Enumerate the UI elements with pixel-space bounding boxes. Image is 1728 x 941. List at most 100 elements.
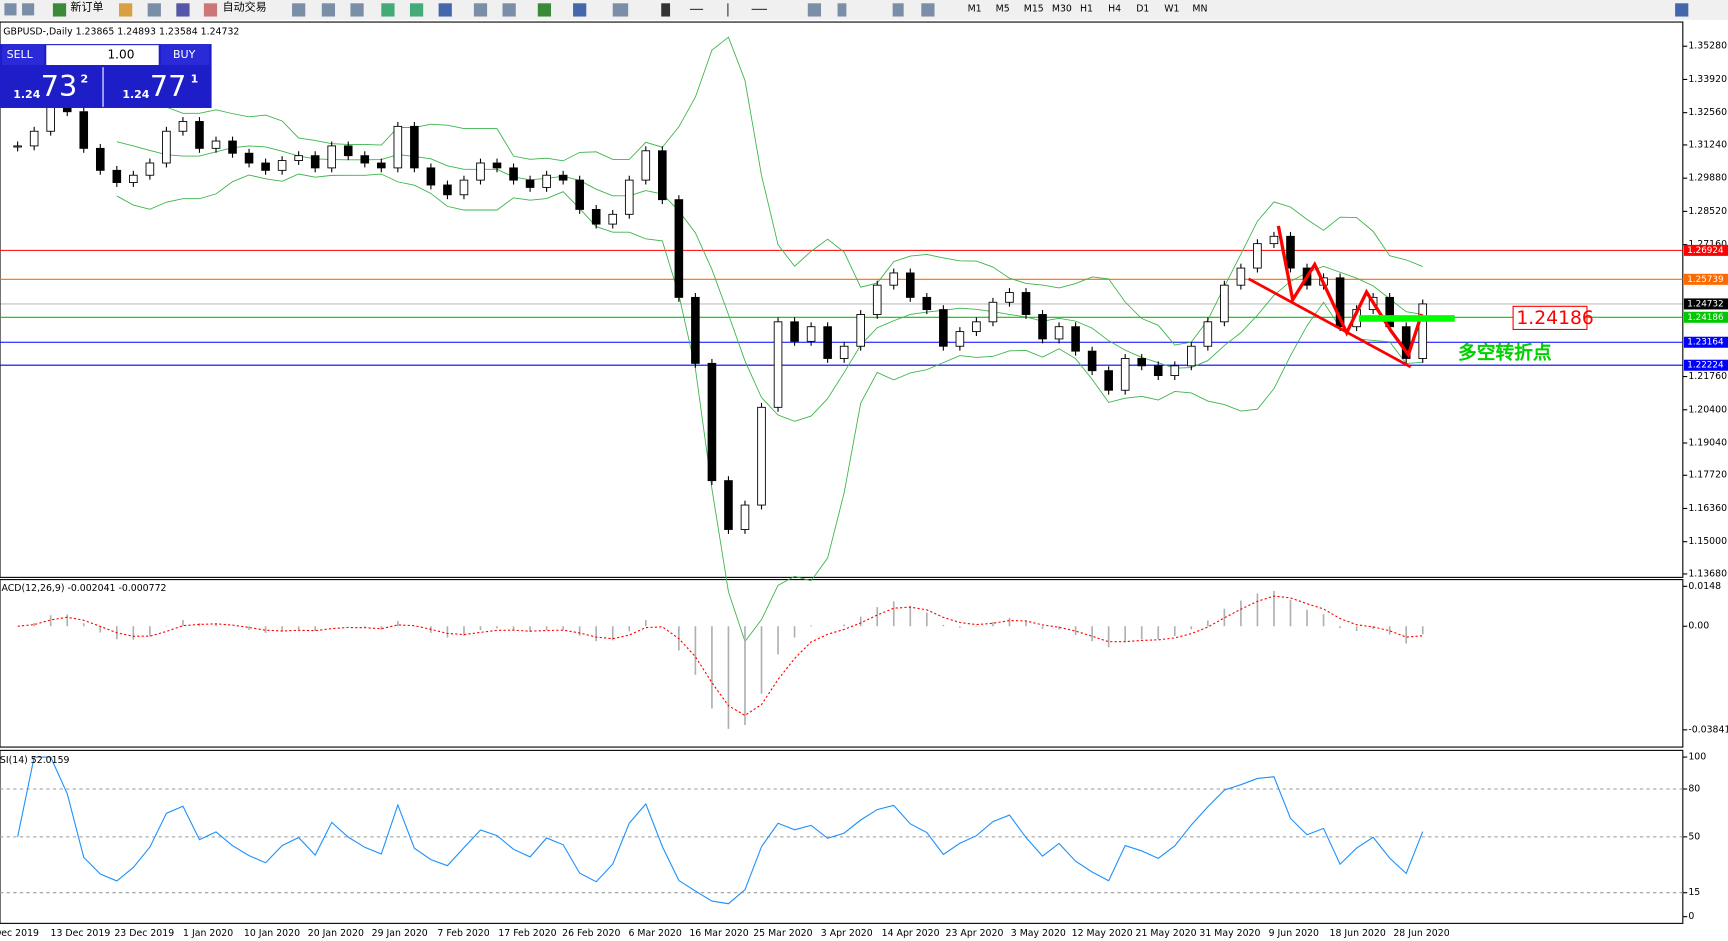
- candle: [261, 162, 270, 171]
- date-label: 3 Apr 2020: [821, 928, 873, 939]
- timeframe[interactable]: M1: [968, 3, 982, 14]
- plot: 1.35280 1.33920 1.32560 1.31240 1.29880 1.285…: [0, 36, 1728, 922]
- level-tag: [1683, 273, 1728, 285]
- sell-button[interactable]: [2, 45, 45, 66]
- rsi-label: RSI(14) 52.0159: [0, 755, 70, 766]
- pivot-bar: [1358, 315, 1455, 322]
- date-label: 16 Mar 2020: [689, 928, 748, 939]
- timeframe[interactable]: MN: [1192, 3, 1207, 14]
- candle: [905, 272, 915, 298]
- candle: [856, 314, 865, 347]
- one-click-panel: SELL 1.00 BUY 1.24 73 2 1.24 77 1: [0, 44, 212, 108]
- timeframe[interactable]: H4: [1108, 3, 1121, 14]
- candle: [872, 284, 882, 315]
- annotation-text: 多空转折点: [1458, 342, 1552, 364]
- candle: [1087, 350, 1097, 372]
- date-label: 3 May 2020: [1011, 928, 1066, 939]
- candle: [360, 155, 370, 164]
- candle: [724, 480, 733, 530]
- date-label: 1 Jan 2020: [183, 928, 233, 939]
- candle: [492, 162, 502, 169]
- price-label: 1.33920: [1688, 74, 1727, 85]
- macd-tick-label: -0.038415: [1688, 724, 1728, 735]
- date-label: 7 Feb 2020: [437, 928, 489, 939]
- bid-pips: 73: [41, 69, 77, 103]
- price-label: 1.35280: [1688, 41, 1727, 52]
- date-label: 14 Apr 2020: [882, 928, 940, 939]
- price-label: 1.20400: [1688, 404, 1727, 415]
- toolbar-icons: [4, 3, 1689, 17]
- candle: [955, 331, 965, 347]
- price-label: 1.16360: [1688, 503, 1727, 514]
- rsi-tick-label: 15: [1688, 887, 1700, 898]
- level-label: 1.23164: [1687, 338, 1724, 348]
- candle: [1021, 292, 1031, 315]
- candle: [988, 301, 998, 323]
- ask-big: 1.24: [122, 88, 149, 101]
- level-tag: [1683, 244, 1728, 256]
- buy-label: BUY: [173, 48, 196, 61]
- candle: [839, 345, 849, 359]
- candle: [624, 179, 634, 215]
- candle: [377, 162, 386, 169]
- level-tag: [1683, 359, 1728, 371]
- price-label: 1.13680: [1688, 568, 1727, 579]
- candle: [889, 272, 899, 286]
- lot: 1.00: [107, 48, 134, 62]
- price-label: 1.19040: [1688, 438, 1727, 449]
- candle: [178, 121, 188, 132]
- timeframe[interactable]: H1: [1080, 3, 1093, 14]
- candle: [740, 504, 750, 530]
- timeframe[interactable]: M15: [1024, 3, 1044, 14]
- candle: [426, 167, 436, 186]
- macd-label: MACD(12,26,9) -0.002041 -0.000772: [0, 583, 167, 594]
- candle: [1286, 235, 1295, 269]
- auto-trading[interactable]: 自动交易: [223, 0, 267, 14]
- annotation-price: 1.24186: [1516, 308, 1593, 329]
- candle: [939, 309, 948, 347]
- candle: [228, 140, 237, 154]
- candle: [277, 160, 287, 171]
- ask-pips: 77: [150, 69, 186, 103]
- price-label: 1.15000: [1688, 536, 1727, 547]
- candle: [195, 121, 204, 149]
- ask-frac: 1: [191, 72, 199, 85]
- date-label: 10 Jan 2020: [244, 928, 300, 939]
- timeframe[interactable]: M5: [996, 3, 1010, 14]
- candle: [790, 321, 799, 342]
- candle: [1038, 314, 1047, 340]
- candle: [410, 125, 419, 169]
- date-label: 31 May 2020: [1199, 928, 1260, 939]
- date-label: 29 Jan 2020: [372, 928, 428, 939]
- candle: [1269, 235, 1279, 245]
- price-label: 1.21760: [1688, 371, 1727, 382]
- date-label: 25 Mar 2020: [753, 928, 812, 939]
- candle: [294, 155, 303, 162]
- candle: [509, 167, 518, 181]
- candle: [79, 111, 89, 149]
- date-label: 17 Feb 2020: [498, 928, 556, 939]
- timeframe[interactable]: M30: [1052, 3, 1072, 14]
- lot-input[interactable]: [46, 45, 159, 66]
- annotations: 1.24186 多空转折点: [1247, 225, 1594, 369]
- candle: [1104, 370, 1113, 391]
- macd-tick-label: 0.0148: [1688, 581, 1721, 592]
- candle: [459, 179, 469, 196]
- candle: [162, 130, 171, 164]
- buy-button[interactable]: [160, 45, 210, 66]
- timeframe[interactable]: D1: [1136, 3, 1149, 14]
- trend-line: [1247, 277, 1412, 369]
- timeframe[interactable]: W1: [1164, 3, 1179, 14]
- candle: [707, 362, 717, 482]
- zigzag: [1276, 225, 1424, 359]
- macd-signal: [17, 595, 1423, 717]
- chart-title: GBPUSD-,Daily 1.23865 1.24893 1.23584 1.…: [3, 26, 239, 37]
- candle: [1253, 243, 1262, 269]
- candle: [1054, 326, 1064, 340]
- new-order[interactable]: 新订单: [71, 0, 104, 14]
- bollinger-band: [116, 173, 1423, 643]
- date-label: 9 Jun 2020: [1269, 928, 1319, 939]
- candle: [1120, 358, 1130, 391]
- candle: [575, 179, 584, 210]
- candle: [443, 184, 452, 196]
